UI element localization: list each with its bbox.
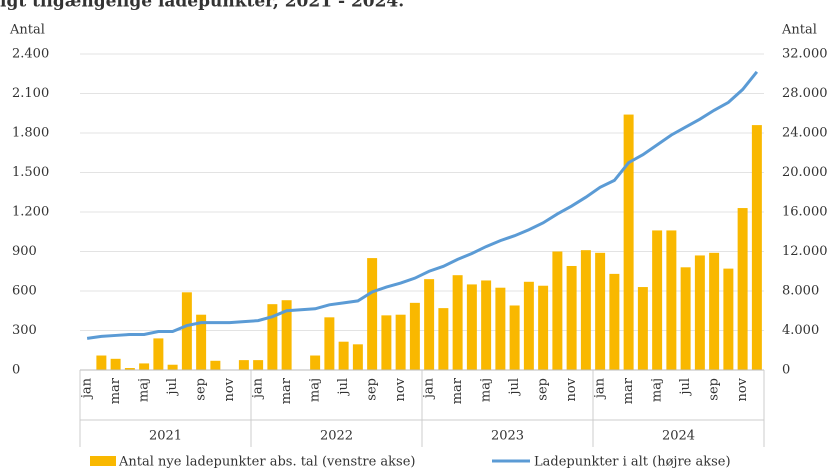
bar [153,338,164,370]
y2-tick-label: 16.000 [782,205,828,220]
y-tick-label: 600 [12,284,37,299]
legend-label: Antal nye ladepunkter abs. tal (venstre … [118,455,415,470]
bar [751,125,762,370]
x-tick-label: jan [593,377,608,400]
bar [609,273,620,370]
y2-tick-label: 24.000 [782,126,828,141]
bar [652,230,663,370]
bar [580,250,591,370]
bar [509,305,520,370]
x-tick-label: jan [80,377,95,400]
bar [167,364,178,370]
x-tick-label: maj [650,378,665,402]
bar [181,292,192,370]
y-tick-label: 1.500 [12,165,49,180]
x-tick-label: sep [536,378,551,401]
chart-title: igt tilgængelige ladepunkter, 2021 - 202… [0,0,404,12]
bar [438,308,449,370]
y2-tick-label: 28.000 [782,86,828,101]
y2-tick-label: 8.000 [782,284,819,299]
line [86,70,759,340]
bar [737,208,748,370]
bar [623,114,634,370]
bar [566,265,577,370]
x-tick-label: mar [621,377,636,404]
y-tick-label: 0 [12,363,20,378]
bar [680,267,691,370]
bar [253,360,264,370]
year-label: 2021 [149,429,182,444]
bar [595,252,606,370]
bar [381,315,392,370]
x-tick-label: mar [108,377,123,404]
y-tick-label: 1.800 [12,126,49,141]
year-label: 2023 [491,429,524,444]
x-tick-label: jul [678,378,693,397]
x-tick-label: maj [308,378,323,402]
bar [238,360,249,370]
bar [481,280,492,370]
bar [124,368,135,370]
x-tick-label: nov [222,377,237,401]
year-label: 2024 [662,429,695,444]
bar [352,344,363,370]
bar [367,258,378,370]
x-tick-label: jul [336,378,351,397]
x-tick-label: jan [251,377,266,400]
y-tick-label: 2.100 [12,86,49,101]
legend-swatch [90,456,116,466]
bar [709,252,720,370]
bar [538,285,549,370]
x-tick-label: sep [194,378,209,401]
x-tick-label: mar [279,377,294,404]
bar [694,255,705,370]
bar [196,314,207,370]
bar [466,284,477,370]
x-tick-label: nov [393,377,408,401]
x-tick-label: jul [507,378,522,397]
x-tick-label: maj [137,378,152,402]
x-tick-label: sep [707,378,722,401]
x-tick-label: maj [479,378,494,402]
x-tick-label: nov [564,377,579,401]
y2-axis-title: Antal [781,23,817,38]
y-tick-label: 900 [12,244,37,259]
bar [110,358,121,370]
bar [495,287,506,370]
bar [310,355,321,370]
bar [139,363,150,370]
bar [452,275,463,370]
y-tick-label: 1.200 [12,205,49,220]
bar [395,314,406,370]
bar [210,360,221,370]
x-tick-label: jul [165,378,180,397]
x-tick-label: sep [365,378,380,401]
bar [267,304,278,370]
bar [666,230,677,370]
y2-tick-label: 32.000 [782,47,828,62]
y-axis-title: Antal [9,23,45,38]
y-tick-label: 300 [12,323,37,338]
bar [281,300,292,370]
y2-tick-label: 20.000 [782,165,828,180]
y2-tick-label: 0 [782,363,790,378]
bar [637,287,648,370]
y2-tick-label: 12.000 [782,244,828,259]
bar [338,341,349,370]
bar [424,279,435,370]
bar [409,302,420,370]
x-tick-label: mar [450,377,465,404]
bar [723,268,734,370]
bar [523,281,534,370]
x-tick-label: nov [735,377,750,401]
legend-label: Ladepunkter i alt (højre akse) [534,455,731,470]
bar [552,251,563,370]
bar [324,317,335,370]
x-tick-label: jan [422,377,437,400]
year-label: 2022 [320,429,353,444]
bar [96,355,107,370]
y2-tick-label: 4.000 [782,323,819,338]
y-tick-label: 2.400 [12,47,49,62]
